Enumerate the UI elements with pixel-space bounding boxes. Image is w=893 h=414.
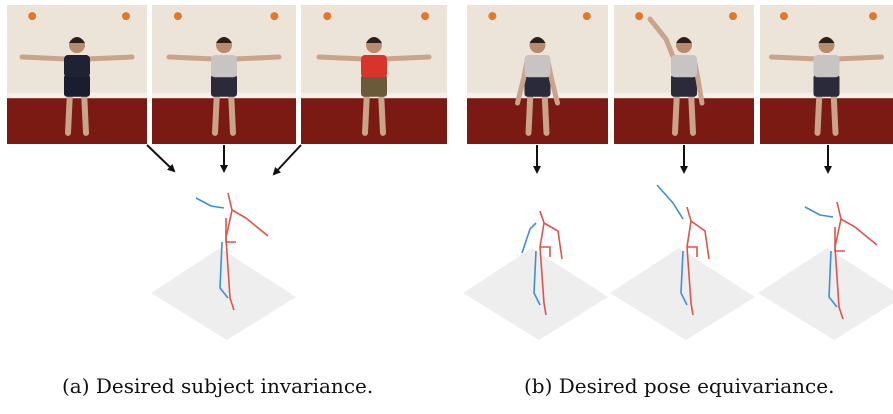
arrow-a1 [146,144,176,173]
leg-left [65,88,73,136]
skeleton-b3-right-limb-3 [834,227,845,252]
leg-right [81,88,89,136]
hair [69,37,85,44]
floor-carpet [7,98,147,144]
hair [529,37,546,44]
lamp-left [779,12,788,21]
arm-left [166,54,217,62]
leg-left [362,88,370,136]
caption-a: (a) Desired subject invariance. [62,374,374,398]
skeleton-b1-left-limb-2 [533,250,541,306]
hair [818,37,835,44]
skeleton-b1-right-limb-2 [543,222,563,260]
leg-right [378,88,386,136]
shorts [361,74,387,97]
floor-carpet [301,98,447,144]
lamp-right [729,12,737,21]
photo-a3 [301,5,447,144]
arm-right [834,54,884,62]
arrow-a3 [272,144,302,176]
skeleton-a-right-limb-3 [225,218,236,243]
leg-left [525,88,534,136]
lamp-left [173,12,182,21]
hair [366,37,382,44]
floor-plane-b1 [463,248,608,340]
photo-b3 [760,5,893,144]
shirt [361,55,387,78]
arm-right [231,54,282,62]
skeleton-b1-right-limb-3 [540,246,551,257]
leg-right [688,88,696,136]
skeleton-b3-left-limb-2 [828,250,838,308]
photo-a1 [7,5,147,144]
floor-carpet [152,98,296,144]
floor-plane-b2 [610,248,755,340]
arm-left [316,54,367,62]
arm-right [84,54,135,62]
lamp-left [28,12,37,21]
shirt [813,55,840,78]
leg-left [212,88,220,136]
shorts [813,74,840,97]
leg-left [814,88,823,136]
shorts [671,74,697,97]
skeleton-b3-right-limb-2 [840,218,878,246]
lamp-left [323,12,332,21]
hair [676,37,692,44]
shirt [671,55,697,78]
shorts [524,74,551,97]
photo-b1 [467,5,608,144]
arm-left [19,54,70,62]
shirt [211,55,237,78]
leg-right [228,88,236,136]
skeleton-a-right-limb-2 [231,209,269,237]
skeleton-b2-left-limb-1 [656,184,684,220]
lamp-right [421,12,430,21]
leg-left [672,88,680,136]
skeleton-b2-right-limb-2 [690,220,710,260]
skeleton-b2-right-limb-3 [687,246,698,257]
arrows [146,144,832,176]
lamp-right [582,12,591,21]
shirt [524,55,551,78]
floor-carpet [467,98,608,144]
leg-right [830,88,839,136]
photo-a2 [152,5,296,144]
lamp-left [635,12,644,21]
skeleton-a-left-limb-2 [219,241,229,299]
floor-carpet [760,98,893,144]
shirt [64,55,90,78]
hair [216,37,232,44]
skeleton-b1-left-limb-1 [521,222,537,254]
lamp-right [270,12,279,21]
floor-plane-b3 [758,248,893,340]
shorts [64,74,90,97]
skeleton-layer [151,184,893,340]
skeleton-b3-left-limb-1 [804,206,834,218]
lamp-right [122,12,130,21]
skeleton-b2-left-limb-2 [680,250,688,306]
photo-b2 [614,5,754,144]
caption-b: (b) Desired pose equivariance. [524,374,835,398]
floor-plane-a [151,248,296,340]
shorts [211,74,237,97]
skeleton-a-left-limb-1 [195,197,225,209]
lamp-left [488,12,497,21]
arm-right [381,54,432,62]
arm-left [769,54,819,62]
lamp-right [869,12,878,21]
arm-left [647,16,677,62]
leg-right [541,88,550,136]
floor-carpet [614,98,754,144]
